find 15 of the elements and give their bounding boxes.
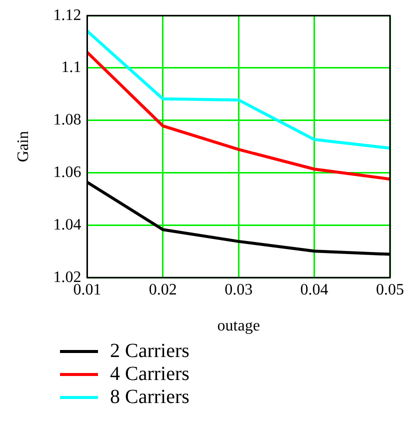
x-tick-label: 0.01 bbox=[73, 281, 102, 298]
x-tick-label: 0.05 bbox=[376, 281, 404, 298]
legend-label: 2 Carriers bbox=[110, 340, 190, 363]
y-tick-label: 1.04 bbox=[53, 216, 82, 234]
x-tick-label: 0.04 bbox=[300, 281, 328, 298]
y-tick-label: 1.08 bbox=[53, 112, 82, 129]
y-axis-title: Gain bbox=[14, 131, 32, 162]
y-tick-label: 1.1 bbox=[61, 59, 82, 76]
legend-label: 8 Carriers bbox=[110, 386, 190, 409]
x-tick-label: 0.02 bbox=[148, 281, 177, 298]
y-tick-label: 1.12 bbox=[53, 6, 82, 24]
legend-label: 4 Carriers bbox=[110, 363, 190, 386]
x-tick-label: 0.03 bbox=[224, 281, 253, 298]
x-axis-title: outage bbox=[217, 318, 260, 335]
y-tick-label: 1.06 bbox=[53, 164, 82, 182]
